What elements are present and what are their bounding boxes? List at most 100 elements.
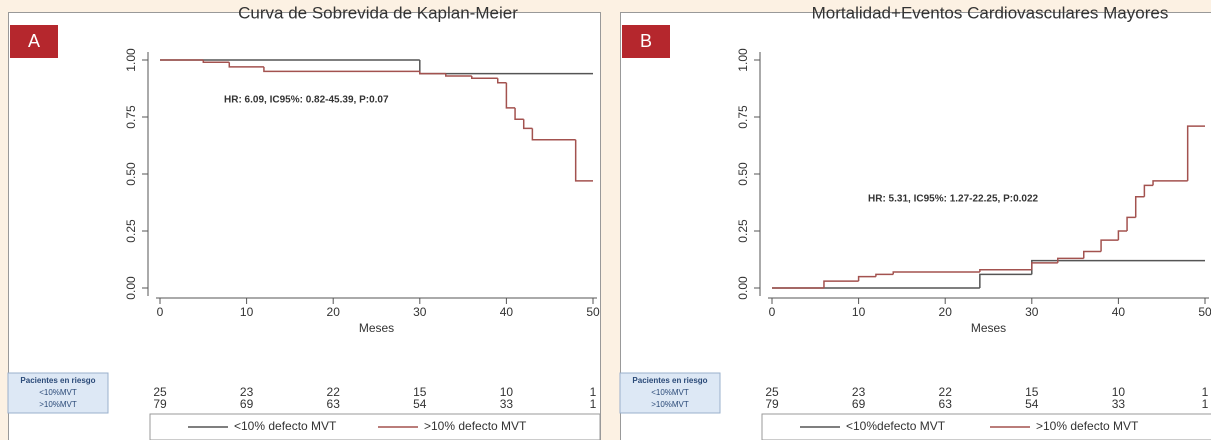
x-tick-label: 30 bbox=[413, 305, 427, 319]
risk-value: 33 bbox=[1112, 397, 1126, 411]
y-tick-label: 0.00 bbox=[736, 276, 750, 300]
km-step bbox=[228, 62, 264, 68]
km-step bbox=[875, 273, 894, 277]
y-tick-label: 1.00 bbox=[124, 48, 138, 72]
y-tick-label: 1.00 bbox=[736, 48, 750, 72]
km-step bbox=[419, 71, 446, 75]
km-step bbox=[1057, 257, 1084, 263]
risk-value: 54 bbox=[1025, 397, 1039, 411]
risk-row-label: >10%MVT bbox=[651, 400, 689, 409]
x-tick-label: 40 bbox=[1112, 305, 1126, 319]
km-step bbox=[1134, 196, 1145, 218]
y-tick-label: 0.00 bbox=[124, 276, 138, 300]
km-step bbox=[1152, 180, 1188, 186]
risk-value: 1 bbox=[590, 397, 597, 411]
chart-title: Mortalidad+Eventos Cardiovasculares Mayo… bbox=[812, 3, 1169, 22]
risk-row-label: <10%MVT bbox=[39, 388, 77, 397]
km-step bbox=[979, 269, 1032, 273]
km-step bbox=[1186, 125, 1205, 181]
km-step bbox=[531, 128, 576, 141]
km-step bbox=[1031, 262, 1058, 270]
x-tick-label: 30 bbox=[1025, 305, 1039, 319]
x-tick-label: 20 bbox=[939, 305, 953, 319]
annotation: HR: 6.09, IC95%: 0.82-45.39, P:0.07 bbox=[224, 95, 389, 106]
risk-value: 10 bbox=[500, 385, 514, 399]
km-step bbox=[823, 280, 859, 288]
panel-frame bbox=[620, 12, 1211, 440]
km-step bbox=[857, 275, 876, 282]
panel: B Mortalidad+Eventos Cardiovasculares May… bbox=[619, 3, 1211, 440]
risk-value: 79 bbox=[153, 397, 167, 411]
km-step bbox=[1117, 230, 1128, 241]
y-tick-label: 0.50 bbox=[124, 162, 138, 186]
risk-value: 22 bbox=[327, 385, 341, 399]
km-step bbox=[514, 107, 524, 121]
km-step bbox=[445, 73, 472, 77]
x-axis-label: Meses bbox=[971, 321, 1006, 335]
risk-value: 33 bbox=[500, 397, 514, 411]
legend-label: <10%defecto MVT bbox=[846, 419, 946, 433]
risk-value: 1 bbox=[590, 385, 597, 399]
risk-value: 69 bbox=[852, 397, 866, 411]
risk-value: 63 bbox=[327, 397, 341, 411]
km-step bbox=[505, 82, 516, 109]
km-step bbox=[263, 66, 420, 73]
km-step bbox=[202, 60, 230, 64]
risk-value: 25 bbox=[153, 385, 167, 399]
risk-value: 15 bbox=[413, 385, 427, 399]
legend-label: <10% defecto MVT bbox=[234, 419, 337, 433]
x-tick-label: 10 bbox=[240, 305, 254, 319]
km-step bbox=[1100, 239, 1119, 252]
km-step bbox=[892, 271, 980, 275]
risk-value: 25 bbox=[765, 385, 779, 399]
panel-frame bbox=[8, 12, 601, 440]
km-step bbox=[496, 78, 507, 84]
x-tick-label: 10 bbox=[852, 305, 866, 319]
annotation: HR: 5.31, IC95%: 1.27-22.25, P:0.022 bbox=[868, 194, 1039, 205]
risk-value: 54 bbox=[413, 397, 427, 411]
legend-label: >10% defecto MVT bbox=[424, 419, 527, 433]
panel-label: B bbox=[640, 31, 652, 51]
panel-label-box bbox=[622, 25, 670, 58]
panel-label: A bbox=[28, 31, 40, 51]
risk-table-title: Pacientes en riesgo bbox=[20, 376, 95, 385]
risk-table-box bbox=[7, 372, 109, 414]
risk-value: 22 bbox=[939, 385, 953, 399]
risk-value: 23 bbox=[852, 385, 866, 399]
risk-row-label: <10%MVT bbox=[651, 388, 689, 397]
risk-value: 15 bbox=[1025, 385, 1039, 399]
risk-value: 79 bbox=[765, 397, 779, 411]
x-tick-label: 40 bbox=[500, 305, 514, 319]
risk-value: 23 bbox=[240, 385, 254, 399]
panel-label-box bbox=[10, 25, 58, 58]
risk-value: 1 bbox=[1202, 397, 1209, 411]
risk-table-box bbox=[619, 372, 721, 414]
x-tick-label: 0 bbox=[157, 305, 164, 319]
y-tick-label: 0.75 bbox=[124, 105, 138, 129]
y-tick-label: 0.25 bbox=[736, 219, 750, 243]
y-tick-label: 0.50 bbox=[736, 162, 750, 186]
risk-value: 69 bbox=[240, 397, 254, 411]
km-step bbox=[1083, 250, 1102, 259]
y-tick-label: 0.25 bbox=[124, 219, 138, 243]
km-step bbox=[574, 139, 593, 182]
panel: A Curva de Sobrevida de Kaplan-Meier 0.00 0… bbox=[7, 3, 601, 440]
x-tick-label: 50 bbox=[1198, 305, 1211, 319]
km-step bbox=[1126, 216, 1136, 231]
x-tick-label: 20 bbox=[327, 305, 341, 319]
km-step bbox=[471, 75, 498, 79]
km-step bbox=[1143, 184, 1154, 197]
y-tick-label: 0.75 bbox=[736, 105, 750, 129]
risk-value: 63 bbox=[939, 397, 953, 411]
km-step bbox=[979, 273, 1032, 288]
risk-table-title: Pacientes en riesgo bbox=[632, 376, 707, 385]
risk-value: 1 bbox=[1202, 385, 1209, 399]
km-step bbox=[522, 119, 533, 130]
x-axis-label: Meses bbox=[359, 321, 394, 335]
legend-label: >10% defecto MVT bbox=[1036, 419, 1139, 433]
x-tick-label: 50 bbox=[586, 305, 600, 319]
risk-value: 10 bbox=[1112, 385, 1126, 399]
chart-title: Curva de Sobrevida de Kaplan-Meier bbox=[238, 3, 518, 22]
x-tick-label: 0 bbox=[769, 305, 776, 319]
